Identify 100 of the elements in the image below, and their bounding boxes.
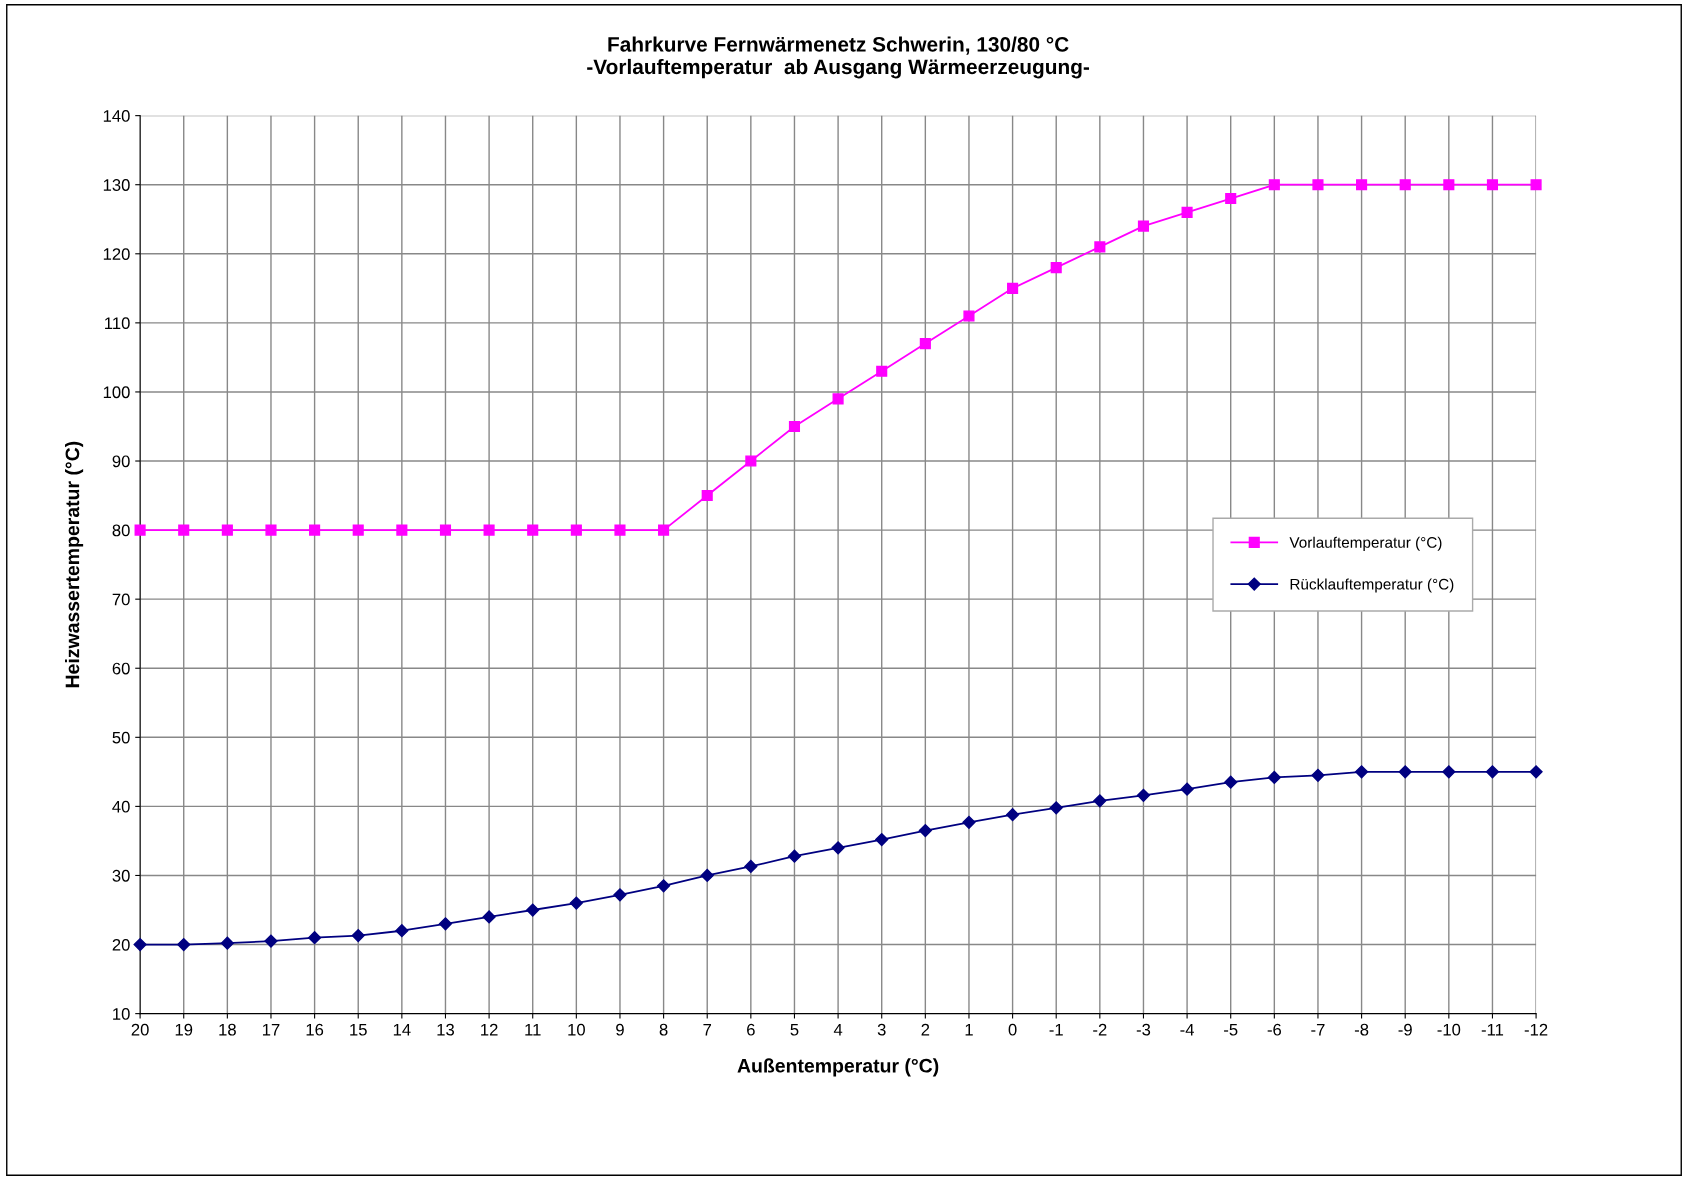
point <box>438 917 453 931</box>
point <box>396 524 408 536</box>
point <box>1225 192 1237 205</box>
x-tick-label: 7 <box>703 1023 712 1036</box>
point <box>1354 765 1369 779</box>
x-tick-label: -9 <box>1398 1023 1412 1036</box>
point <box>569 896 583 910</box>
point <box>351 928 365 943</box>
point <box>1094 241 1106 253</box>
point <box>1093 794 1107 808</box>
point <box>395 924 409 938</box>
x-tick-label: 12 <box>481 1023 498 1036</box>
x-tick-label: 14 <box>393 1023 411 1036</box>
point <box>919 338 931 350</box>
point <box>701 489 713 502</box>
point <box>1006 808 1020 822</box>
point <box>134 524 146 536</box>
point <box>962 815 976 829</box>
point <box>1442 765 1456 779</box>
point <box>788 420 801 433</box>
y-tick-label: 130 <box>103 179 130 191</box>
y-tick-label: 40 <box>112 800 130 813</box>
point <box>570 524 582 536</box>
point <box>875 832 889 847</box>
point <box>1312 179 1324 191</box>
point <box>482 910 496 924</box>
point <box>265 524 277 536</box>
y-tick-label: 140 <box>103 110 130 122</box>
x-tick-label: -2 <box>1093 1023 1107 1036</box>
x-tick-label: 10 <box>568 1023 585 1036</box>
point <box>133 937 147 952</box>
y-axis-title: Heizwassertemperatur (°C) <box>65 441 84 688</box>
x-tick-label: -8 <box>1354 1023 1369 1036</box>
x-tick-label: 3 <box>877 1023 886 1036</box>
y-tick-label: 60 <box>112 662 130 675</box>
x-tick-label: -7 <box>1311 1023 1325 1036</box>
point <box>1050 262 1062 274</box>
point <box>657 879 671 893</box>
x-tick-label: -1 <box>1049 1023 1063 1036</box>
point <box>831 841 845 855</box>
point <box>1049 801 1063 815</box>
x-tick-label: 0 <box>1008 1023 1017 1036</box>
point <box>1530 179 1542 191</box>
x-tick-label: 6 <box>747 1023 755 1036</box>
point <box>1224 775 1238 789</box>
x-tick-label: 2 <box>921 1023 930 1036</box>
x-axis-title: Außentemperatur (°C) <box>737 1058 939 1077</box>
x-tick-label: -3 <box>1136 1023 1151 1036</box>
point <box>1137 220 1150 232</box>
y-tick-label: 30 <box>112 869 130 882</box>
y-tick-label: 70 <box>112 593 130 606</box>
point <box>1529 765 1543 779</box>
point <box>1443 179 1455 191</box>
x-tick-label: 4 <box>833 1023 843 1036</box>
y-tick-label: 90 <box>112 455 130 468</box>
point <box>658 524 670 536</box>
point <box>178 524 190 536</box>
point <box>177 937 191 952</box>
x-tick-label: -11 <box>1481 1023 1504 1036</box>
point <box>1311 768 1325 782</box>
point <box>1399 179 1411 191</box>
y-tick-label: 110 <box>105 317 130 330</box>
x-tick-label: -10 <box>1437 1023 1461 1036</box>
y-tick-label: 10 <box>113 1008 130 1020</box>
x-tick-label: -4 <box>1180 1023 1195 1036</box>
point <box>1485 765 1500 779</box>
x-tick-label: 9 <box>616 1023 624 1036</box>
point <box>918 823 932 838</box>
point <box>1007 282 1019 294</box>
point <box>1181 206 1193 218</box>
point <box>308 931 322 945</box>
legend-label: Vorlauftemperatur (°C) <box>1289 536 1442 551</box>
x-tick-label: -6 <box>1267 1023 1282 1036</box>
point <box>1267 770 1281 784</box>
point <box>1486 179 1499 191</box>
point <box>483 524 495 536</box>
x-tick-label: -12 <box>1524 1023 1548 1036</box>
point <box>963 310 975 322</box>
x-tick-label: 20 <box>131 1023 149 1036</box>
point <box>221 524 233 536</box>
point <box>832 393 844 405</box>
x-tick-label: 16 <box>306 1023 324 1036</box>
chart-title: Fahrkurve Fernwärmenetz Schwerin, 130/80 °C -Vorlauftemperatur ab Ausgang Wärmeerzeugung- <box>587 36 1090 79</box>
y-tick-label: 50 <box>112 731 130 744</box>
x-tick-label: 11 <box>525 1023 541 1036</box>
point <box>614 524 626 536</box>
point <box>744 859 758 874</box>
y-tick-label: 100 <box>103 386 130 399</box>
y-tick-label: 20 <box>112 938 130 951</box>
x-tick-label: 13 <box>437 1023 455 1036</box>
legend-label: Rücklauftemperatur (°C) <box>1290 578 1454 593</box>
x-tick-label: 18 <box>219 1023 236 1036</box>
y-tick-label: 120 <box>103 248 130 260</box>
point <box>700 868 714 883</box>
point <box>1398 765 1412 779</box>
point <box>526 903 540 917</box>
point <box>1136 788 1151 802</box>
point <box>527 524 539 536</box>
x-tick-label: 8 <box>659 1023 668 1036</box>
point <box>352 524 364 536</box>
